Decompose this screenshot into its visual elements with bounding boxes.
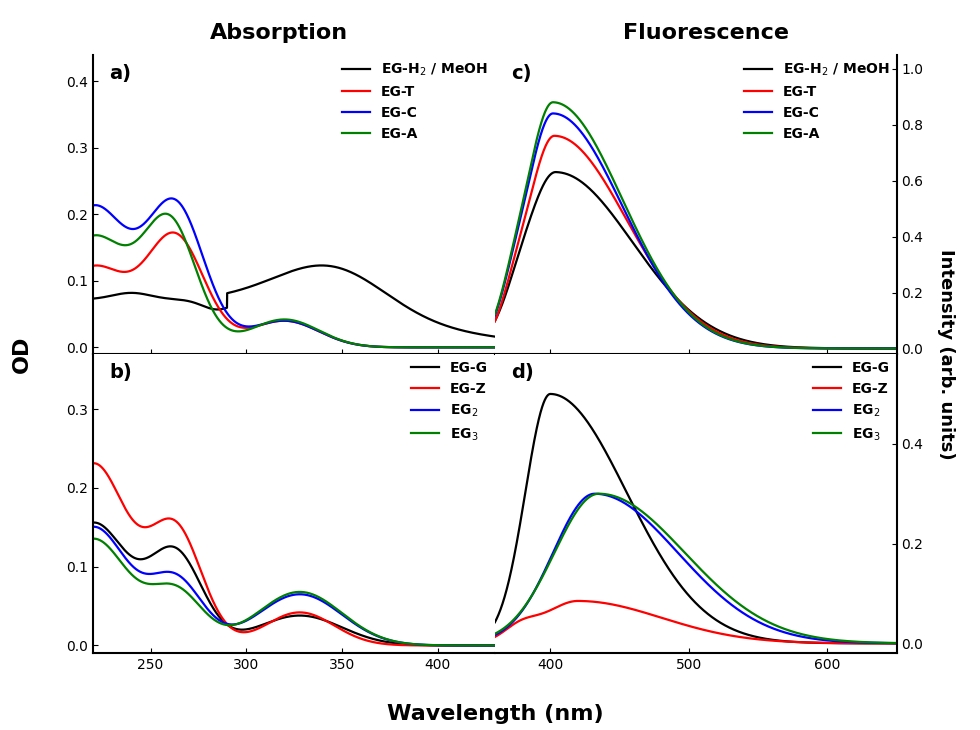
Legend: EG-G, EG-Z, EG$_2$, EG$_3$: EG-G, EG-Z, EG$_2$, EG$_3$ bbox=[812, 361, 890, 442]
Text: Absorption: Absorption bbox=[211, 23, 348, 43]
Text: d): d) bbox=[511, 363, 534, 382]
Text: c): c) bbox=[511, 64, 531, 82]
Text: Wavelength (nm): Wavelength (nm) bbox=[386, 704, 604, 724]
Text: Intensity (arb. units): Intensity (arb. units) bbox=[937, 249, 955, 459]
Legend: EG-H$_2$ / MeOH, EG-T, EG-C, EG-A: EG-H$_2$ / MeOH, EG-T, EG-C, EG-A bbox=[342, 62, 488, 141]
Legend: EG-H$_2$ / MeOH, EG-T, EG-C, EG-A: EG-H$_2$ / MeOH, EG-T, EG-C, EG-A bbox=[744, 62, 890, 141]
Text: Fluorescence: Fluorescence bbox=[622, 23, 789, 43]
Text: OD: OD bbox=[12, 335, 31, 373]
Text: b): b) bbox=[109, 363, 132, 382]
Legend: EG-G, EG-Z, EG$_2$, EG$_3$: EG-G, EG-Z, EG$_2$, EG$_3$ bbox=[411, 361, 488, 442]
Text: a): a) bbox=[109, 64, 131, 82]
